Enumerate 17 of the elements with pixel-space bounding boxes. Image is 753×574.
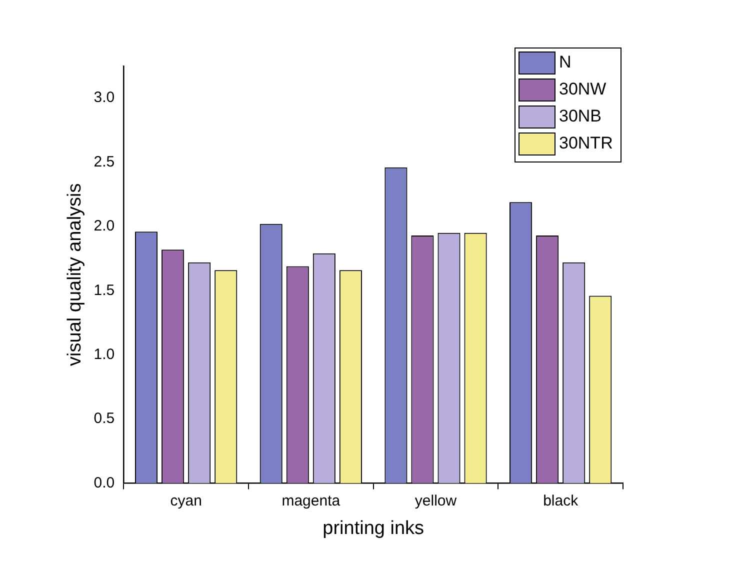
x-axis-title: printing inks [322,518,424,539]
x-tick-label: magenta [282,492,341,510]
y-axis-title: visual quality analysis [64,183,86,366]
legend-label: 30NB [559,106,602,126]
y-tick-label: 0.0 [94,474,115,492]
y-tick-label: 2.5 [94,153,115,170]
y-tick-label: 1.5 [94,282,115,299]
y-tick-label: 3.0 [94,89,115,106]
legend-label: 30NTR [559,134,613,153]
x-tick-label: yellow [414,492,457,510]
x-tick-label: black [543,492,579,510]
x-tick-label: cyan [170,492,202,510]
legend-label: N [559,52,572,72]
y-tick-label: 1.0 [94,346,115,363]
legend-label: 30NW [559,80,606,99]
y-tick-label: 2.0 [94,218,115,235]
y-tick-label: 0.5 [94,410,115,428]
